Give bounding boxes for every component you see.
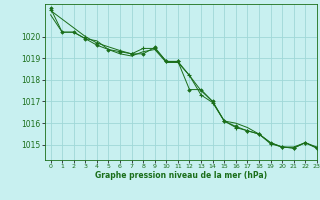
X-axis label: Graphe pression niveau de la mer (hPa): Graphe pression niveau de la mer (hPa): [95, 171, 267, 180]
